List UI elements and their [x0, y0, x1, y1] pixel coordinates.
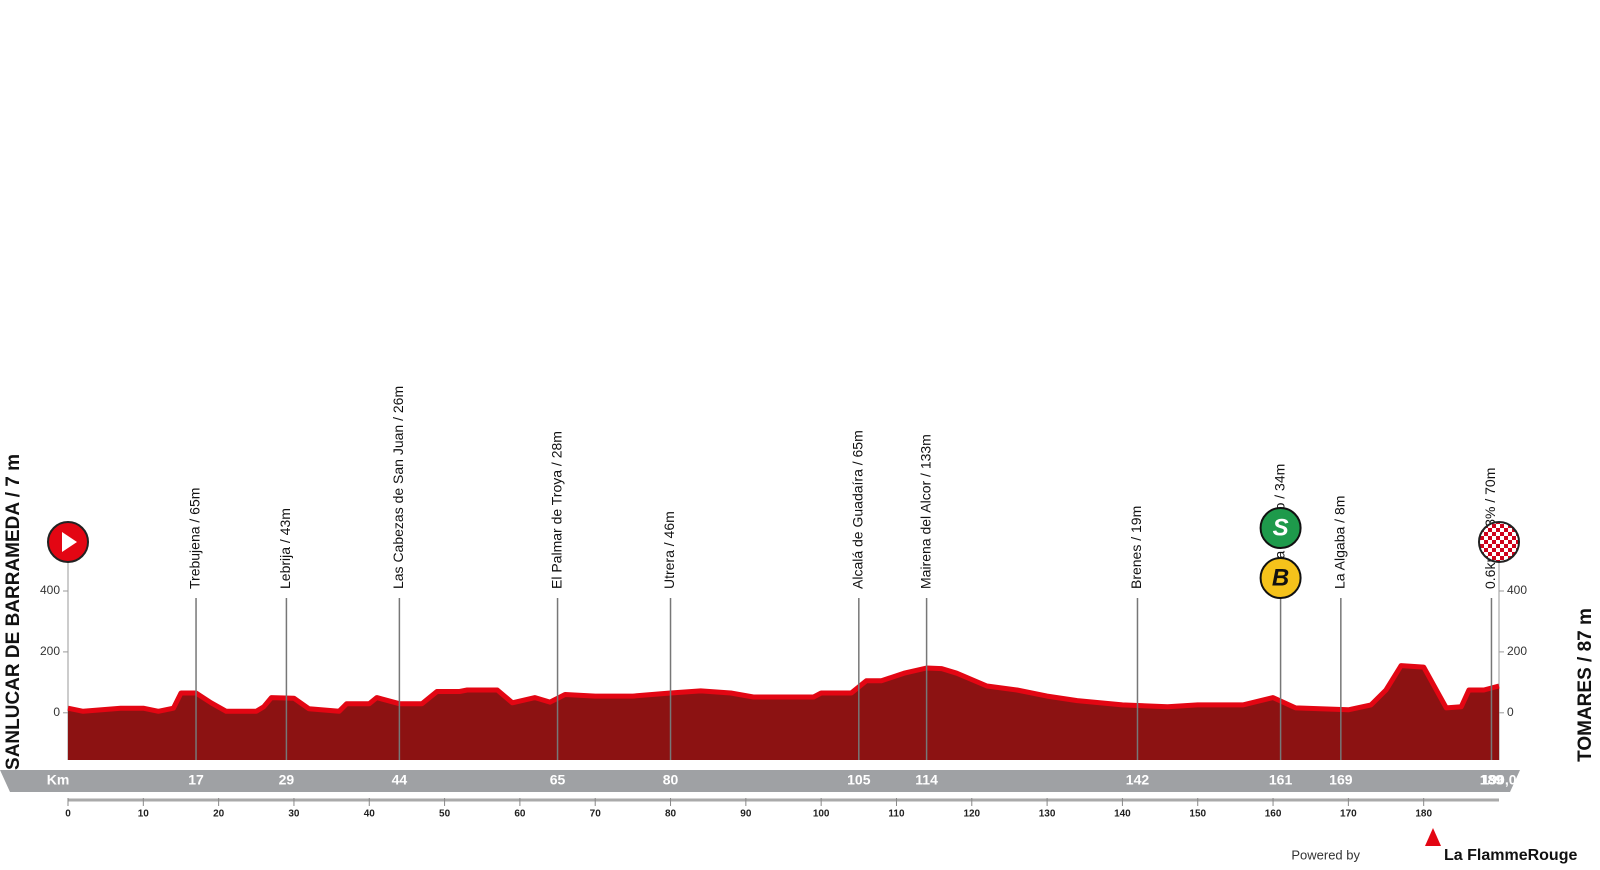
profile-area	[68, 665, 1499, 760]
waypoint-km: 80	[663, 772, 679, 788]
waypoint-label: Brenes / 19m	[1128, 506, 1144, 589]
x-tick-label: 160	[1265, 809, 1282, 820]
waypoint-label: Trebujena / 65m	[187, 488, 203, 589]
y-tick-label-right: 400	[1507, 583, 1527, 597]
x-tick-label: 20	[213, 809, 225, 820]
start-arrow	[62, 532, 77, 552]
waypoint-label: La Algaba / 8m	[1332, 496, 1348, 589]
x-tick-label: 30	[288, 809, 300, 820]
x-tick-label: 150	[1189, 809, 1206, 820]
finish-icon	[1478, 521, 1520, 563]
y-tick-label-left: 200	[40, 644, 60, 658]
bonus-icon	[1259, 557, 1302, 599]
x-tick-label: 100	[813, 809, 830, 820]
x-tick-label: 80	[665, 809, 677, 820]
finish-label: TOMARES / 87 m	[1575, 608, 1596, 762]
waypoint-km: 189	[1480, 772, 1504, 788]
y-tick-label-right: 200	[1507, 644, 1527, 658]
x-tick-label: 90	[740, 809, 752, 820]
waypoint-label: Mairena del Alcor / 133m	[917, 434, 933, 589]
x-tick-label: 180	[1415, 809, 1432, 820]
x-tick-label: 0	[65, 809, 71, 820]
x-tick-label: 130	[1039, 809, 1056, 820]
finish-km: 190,0	[1481, 772, 1516, 788]
waypoint-label: Utrera / 46m	[661, 511, 677, 589]
start-label: SANLUCAR DE BARRAMEDA / 7 m	[3, 454, 24, 770]
x-tick-label: 60	[514, 809, 526, 820]
y-tick-label-left: 400	[40, 583, 60, 597]
x-tick-label: 10	[138, 809, 150, 820]
powered-by: Powered by	[1291, 847, 1360, 862]
y-tick-label-left: 0	[53, 705, 60, 719]
profile-edge	[67, 663, 1500, 714]
waypoint-km: 161	[1269, 772, 1293, 788]
waypoint-label: El Palmar de Troya / 28m	[548, 431, 564, 589]
km-band	[0, 770, 1520, 792]
waypoint-label: Lebrija / 43m	[277, 508, 293, 589]
waypoint-label: Alcalá de Guadaíra / 65m	[850, 430, 866, 589]
waypoint-km: 169	[1329, 772, 1353, 788]
x-tick-label: 120	[963, 809, 980, 820]
waypoint-km: 44	[392, 772, 408, 788]
x-tick-label: 40	[364, 809, 376, 820]
waypoint-km: 105	[847, 772, 871, 788]
bonus-symbol: B	[1272, 564, 1289, 591]
x-tick-label: 50	[439, 809, 451, 820]
sprint-icon	[1259, 507, 1302, 549]
brand: La FlammeRouge	[1444, 847, 1577, 864]
waypoint-km: 65	[550, 772, 566, 788]
waypoint-km: 17	[188, 772, 204, 788]
sprint-symbol: S	[1273, 514, 1289, 541]
waypoint-km: 142	[1126, 772, 1150, 788]
brand-logo	[1425, 828, 1441, 846]
x-tick-label: 140	[1114, 809, 1131, 820]
y-tick-label-right: 0	[1507, 705, 1514, 719]
waypoint-label: Las Cabezas de San Juan / 26m	[390, 386, 406, 589]
x-tick-label: 70	[590, 809, 602, 820]
x-tick-label: 170	[1340, 809, 1357, 820]
waypoint-km: 29	[279, 772, 295, 788]
km-axis-label: Km	[47, 772, 70, 788]
x-tick-label: 110	[888, 809, 905, 820]
waypoint-km: 114	[915, 772, 938, 788]
